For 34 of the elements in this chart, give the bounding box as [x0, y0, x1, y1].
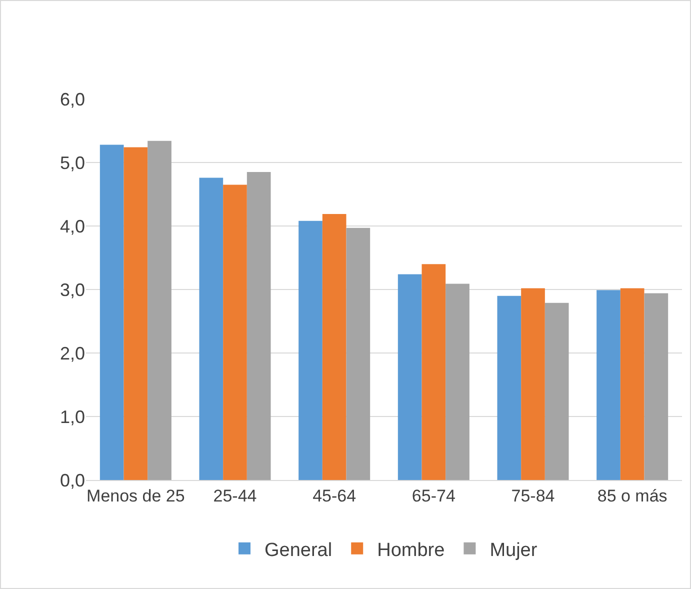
bar — [148, 140, 172, 480]
bar — [544, 302, 569, 480]
bar — [497, 296, 522, 480]
x-tick-label: 75-84 — [511, 486, 555, 506]
x-tick-label: 45-64 — [312, 486, 356, 506]
bar — [100, 144, 124, 480]
y-tick-label: 4,0 — [60, 216, 85, 236]
y-tick-label: 6,0 — [60, 89, 85, 110]
bar — [223, 184, 247, 480]
x-tick-label: 65-74 — [412, 486, 456, 506]
bar — [199, 178, 224, 480]
y-tick-label: 5,0 — [60, 152, 85, 173]
bar — [521, 288, 545, 480]
bar — [346, 228, 370, 480]
bar — [644, 293, 668, 480]
y-tick-label: 0,0 — [60, 470, 85, 490]
legend-label: Mujer — [490, 540, 538, 561]
bar — [596, 290, 620, 480]
legend-label: Hombre — [377, 540, 445, 561]
x-tick-label: 25-44 — [213, 486, 257, 506]
y-tick-label: 1,0 — [60, 406, 85, 427]
y-tick-label: 3,0 — [60, 280, 85, 300]
bar — [124, 147, 148, 480]
y-tick-label: 2,0 — [60, 343, 85, 364]
bar — [620, 288, 644, 480]
bar — [246, 172, 271, 480]
bar — [422, 264, 446, 480]
bar — [322, 214, 346, 480]
legend-label: General — [264, 540, 332, 561]
x-tick-label: Menos de 25 — [86, 486, 185, 506]
bar — [298, 220, 322, 480]
x-tick-label: 85 o más — [597, 486, 668, 506]
bar — [398, 274, 422, 480]
bar — [446, 284, 470, 480]
